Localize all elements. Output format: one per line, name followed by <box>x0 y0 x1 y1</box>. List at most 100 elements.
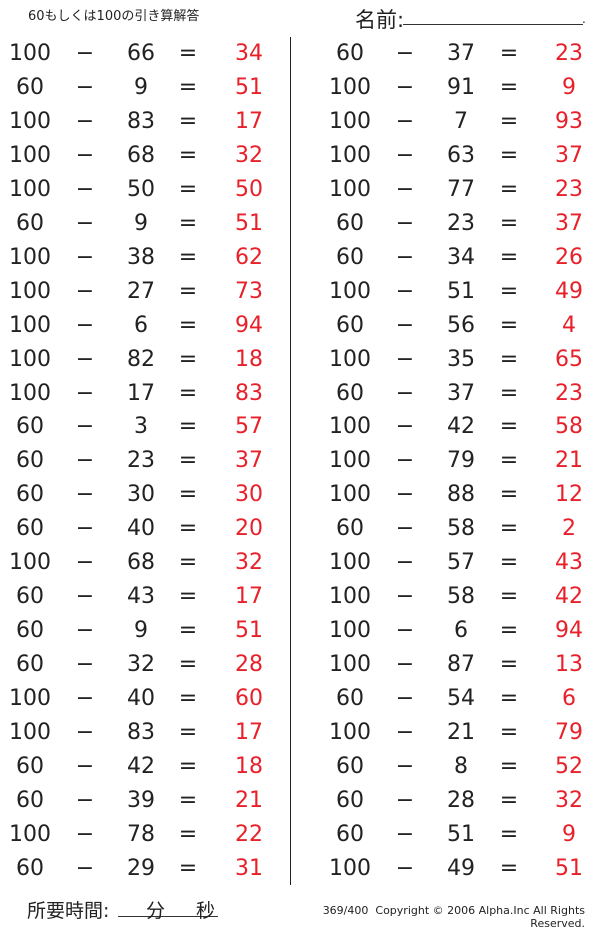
subtrahend: 57 <box>447 550 475 576</box>
minus-sign: − <box>75 74 95 100</box>
minutes-field[interactable] <box>118 916 188 917</box>
minus-sign: − <box>75 584 95 610</box>
equals-sign: = <box>499 74 519 100</box>
minuend: 100 <box>9 176 51 202</box>
minuend: 100 <box>9 278 51 304</box>
minuend: 100 <box>329 618 371 644</box>
subtrahend: 68 <box>127 142 155 168</box>
problem-row: 60 − 9 = 51 <box>0 209 600 239</box>
equals-sign: = <box>499 142 519 168</box>
subtrahend: 38 <box>127 244 155 270</box>
answer: 18 <box>235 753 263 779</box>
minutes-label: 分 <box>146 900 166 922</box>
problem-row: 60 − 43 = 17 <box>0 582 600 612</box>
problem-row: 100−87 = 13 <box>0 650 600 680</box>
name-field[interactable] <box>403 24 583 25</box>
subtrahend: 37 <box>447 41 475 66</box>
problem-row: 60 − 3 = 57 <box>0 412 600 442</box>
minus-sign: − <box>75 720 95 745</box>
answer: 51 <box>235 74 263 100</box>
minuend: 60 <box>16 652 44 678</box>
seconds-field[interactable] <box>188 916 218 917</box>
minuend: 60 <box>336 753 364 779</box>
answer: 9 <box>562 821 576 847</box>
problem-row: 100−57 = 43 <box>0 548 600 578</box>
minus-sign: − <box>395 821 415 847</box>
minus-sign: − <box>395 74 415 100</box>
minus-sign: − <box>75 278 95 304</box>
minuend: 100 <box>329 346 371 372</box>
minuend: 100 <box>9 686 51 712</box>
equals-sign: = <box>178 787 198 813</box>
equals-sign: = <box>499 855 519 881</box>
answer: 23 <box>555 380 583 406</box>
equals-sign: = <box>499 618 519 644</box>
equals-sign: = <box>178 753 198 779</box>
equals-sign: = <box>178 482 198 508</box>
problem-row: 100−63 = 37 <box>0 141 600 171</box>
subtrahend: 34 <box>447 244 475 270</box>
subtrahend: 40 <box>127 516 155 542</box>
answer: 23 <box>555 41 583 66</box>
minuend: 100 <box>9 821 51 847</box>
problem-row: 100−83 = 17 <box>0 107 600 137</box>
answer: 17 <box>235 584 263 610</box>
answer: 49 <box>555 278 583 304</box>
minuend: 60 <box>16 787 44 813</box>
subtrahend: 32 <box>127 652 155 678</box>
subtrahend: 79 <box>447 448 475 474</box>
minus-sign: − <box>395 652 415 678</box>
minus-sign: − <box>395 244 415 270</box>
minus-sign: − <box>395 142 415 168</box>
minuend: 60 <box>336 312 364 338</box>
name-dot: . <box>582 12 586 26</box>
minuend: 60 <box>16 414 44 440</box>
equals-sign: = <box>178 516 198 542</box>
minuend: 100 <box>329 584 371 610</box>
equals-sign: = <box>499 652 519 678</box>
problem-row: 100−66 = 34 <box>0 39 600 69</box>
minuend: 100 <box>329 448 371 474</box>
problem-row: 60 − 51 = 9 <box>0 820 600 850</box>
answer: 20 <box>235 516 263 542</box>
minuend: 60 <box>16 855 44 881</box>
answer: 32 <box>235 550 263 576</box>
answer: 51 <box>555 855 583 881</box>
problem-row: 60 − 23 = 37 <box>0 446 600 476</box>
minuend: 100 <box>329 550 371 576</box>
answer: 34 <box>235 41 263 66</box>
problem-row: 100−21 = 79 <box>0 718 600 748</box>
problem-row: 100−6 = 94 <box>0 616 600 646</box>
subtrahend: 23 <box>447 210 475 236</box>
equals-sign: = <box>178 448 198 474</box>
minuend: 100 <box>329 142 371 168</box>
subtrahend: 43 <box>127 584 155 610</box>
minus-sign: − <box>75 482 95 508</box>
answer: 37 <box>555 210 583 236</box>
subtrahend: 49 <box>447 855 475 881</box>
minus-sign: − <box>75 414 95 440</box>
equals-sign: = <box>178 652 198 678</box>
minuend: 60 <box>336 516 364 542</box>
equals-sign: = <box>178 686 198 712</box>
minuend: 60 <box>16 482 44 508</box>
equals-sign: = <box>178 244 198 270</box>
problem-row: 100−38 = 62 <box>0 243 600 273</box>
subtrahend: 27 <box>127 278 155 304</box>
minuend: 100 <box>9 380 51 406</box>
minus-sign: − <box>395 312 415 338</box>
subtrahend: 30 <box>127 482 155 508</box>
subtrahend: 7 <box>454 108 468 134</box>
subtrahend: 54 <box>447 686 475 712</box>
minus-sign: − <box>395 41 415 66</box>
equals-sign: = <box>499 210 519 236</box>
minuend: 60 <box>336 787 364 813</box>
answer: 52 <box>555 753 583 779</box>
time-label: 所要時間: <box>27 900 110 922</box>
equals-sign: = <box>499 720 519 745</box>
answer: 21 <box>235 787 263 813</box>
equals-sign: = <box>499 516 519 542</box>
problem-row: 100−88 = 12 <box>0 480 600 510</box>
minuend: 100 <box>9 142 51 168</box>
answer: 17 <box>235 108 263 134</box>
